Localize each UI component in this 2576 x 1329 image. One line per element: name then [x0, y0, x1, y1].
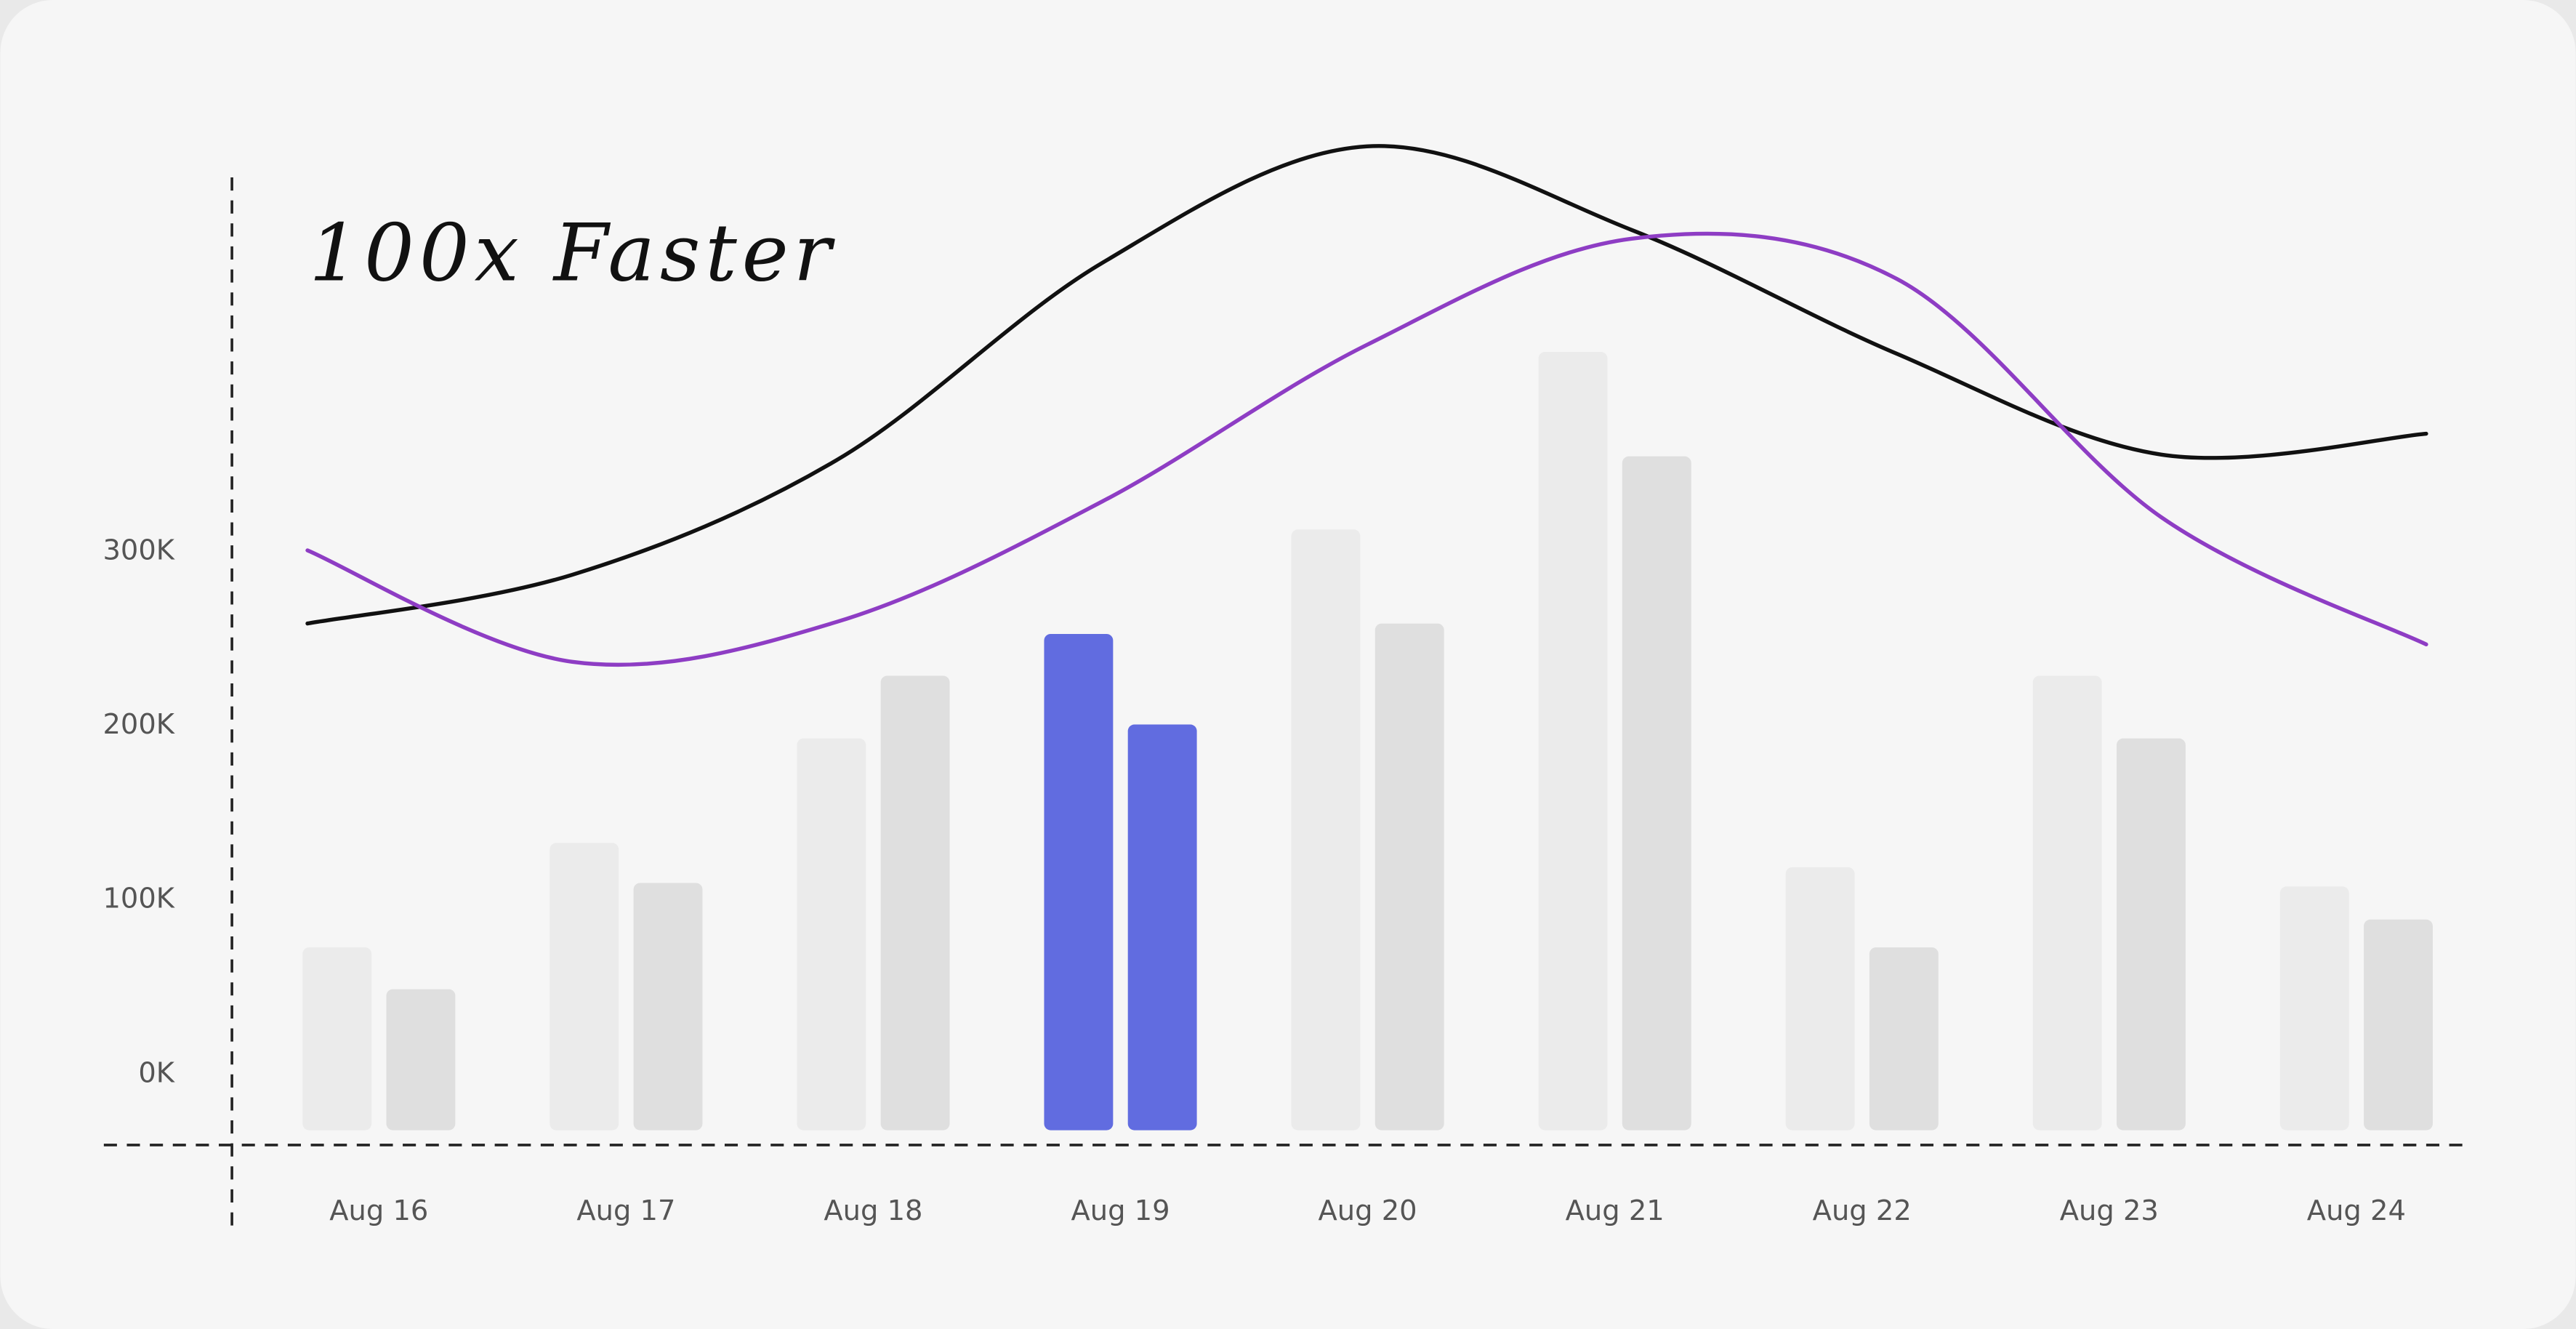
bar: [2279, 886, 2349, 1131]
x-tick-label: Aug 20: [1319, 1195, 1417, 1227]
bar: [797, 738, 866, 1131]
x-tick-label: Aug 17: [576, 1195, 675, 1227]
bar: [302, 947, 372, 1131]
line: [305, 231, 2428, 667]
x-tick-label: Aug 23: [2060, 1195, 2159, 1227]
y-tick-label: 100K: [103, 883, 175, 915]
bar: [1291, 529, 1361, 1131]
x-tick-label: Aug 19: [1071, 1195, 1170, 1227]
y-tick-label: 0K: [138, 1056, 174, 1089]
bar: [880, 675, 950, 1131]
bar: [1785, 867, 1855, 1131]
chart-title: 100x Faster: [309, 206, 836, 299]
x-tick-label: Aug 24: [2307, 1195, 2406, 1227]
bar: [1127, 724, 1197, 1131]
x-tick-label: Aug 21: [1566, 1195, 1665, 1227]
bar: [386, 989, 456, 1131]
x-tick-label: Aug 18: [824, 1195, 922, 1227]
bar: [1622, 456, 1691, 1131]
y-tick-label: 200K: [103, 708, 175, 741]
bar: [1538, 351, 1608, 1131]
bar: [2364, 919, 2433, 1131]
bar: [1869, 947, 1939, 1131]
y-tick-label: 300K: [103, 534, 175, 567]
line: [305, 144, 2428, 626]
bar: [2116, 738, 2186, 1131]
x-tick-label: Aug 16: [329, 1195, 428, 1227]
bar: [550, 843, 619, 1131]
bar: [633, 883, 703, 1131]
bar: [1374, 623, 1444, 1131]
bar: [1044, 633, 1114, 1131]
bar: [2032, 675, 2102, 1131]
x-tick-label: Aug 22: [1813, 1195, 1912, 1227]
